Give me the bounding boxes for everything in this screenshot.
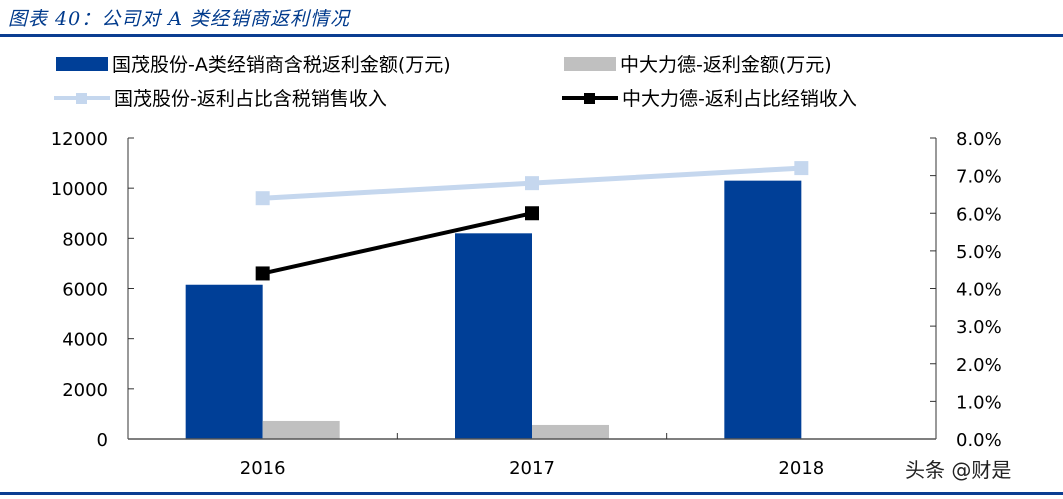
- legend-item-guomao-amount: 国茂股份-A类经销商含税返利金额(万元): [56, 50, 451, 77]
- right-tick-label: 6.0%: [956, 204, 1002, 225]
- left-tick-label: 6000: [62, 280, 108, 301]
- top-divider: [0, 34, 1063, 37]
- right-tick-label: 3.0%: [956, 317, 1002, 338]
- bottom-divider: [0, 492, 1063, 495]
- x-tick-label: 2016: [240, 458, 286, 479]
- bar-series: [185, 180, 802, 439]
- legend-swatch-black-line: [562, 91, 618, 105]
- right-tick-label: 4.0%: [956, 280, 1002, 301]
- left-tick-label: 10000: [51, 179, 108, 200]
- legend-label: 国茂股份-返利占比含税销售收入: [114, 88, 387, 110]
- line-marker: [525, 206, 539, 221]
- bar-2016: [185, 284, 263, 439]
- line-series: [255, 161, 809, 281]
- legend-item-zhongda-amount: 中大力德-返利金额(万元): [564, 50, 832, 77]
- bar-2017: [455, 233, 532, 439]
- legend-label: 中大力德-返利占比经销收入: [622, 88, 857, 110]
- right-tick-label: 1.0%: [956, 392, 1002, 413]
- figure-title: 图表 40：公司对 A 类经销商返利情况: [8, 8, 351, 30]
- left-tick-label: 2000: [62, 380, 108, 401]
- right-tick-label: 5.0%: [956, 242, 1002, 263]
- left-tick-label: 0: [97, 430, 108, 451]
- x-tick-label: 2017: [509, 458, 555, 479]
- line-marker: [525, 176, 539, 191]
- line-1: [262, 211, 533, 276]
- right-tick-label: 7.0%: [956, 167, 1002, 188]
- right-tick-label: 8.0%: [956, 129, 1002, 150]
- line-marker: [255, 266, 270, 281]
- right-y-axis: 0.0% 1.0% 2.0% 3.0% 4.0% 5.0% 6.0% 7.0% 8.0%: [930, 129, 1002, 451]
- bar-2016: [262, 420, 340, 439]
- legend-label: 中大力德-返利金额(万元): [620, 54, 832, 76]
- line-marker: [794, 161, 809, 176]
- left-y-axis: 0 2000 4000 6000 8000 10000 12000: [51, 129, 134, 451]
- legend-swatch-lightblue-line: [54, 91, 110, 105]
- line-marker: [255, 191, 270, 206]
- right-tick-label: 2.0%: [956, 355, 1002, 376]
- legend-item-zhongda-ratio: 中大力德-返利占比经销收入: [562, 84, 857, 111]
- left-tick-label: 8000: [62, 229, 108, 250]
- x-tick-label: 2018: [778, 458, 824, 479]
- x-axis: 2016 2017 2018: [128, 433, 936, 479]
- legend-label: 国茂股份-A类经销商含税返利金额(万元): [112, 54, 451, 76]
- legend-swatch-grey-bar: [564, 56, 616, 71]
- right-tick-label: 0.0%: [956, 430, 1002, 451]
- bar-2017: [532, 424, 609, 439]
- left-tick-label: 12000: [51, 129, 108, 150]
- bar-2018: [724, 180, 802, 439]
- legend-item-guomao-ratio: 国茂股份-返利占比含税销售收入: [54, 84, 387, 111]
- left-tick-label: 4000: [62, 330, 108, 351]
- watermark: 头条 @财是: [905, 458, 1012, 482]
- legend-swatch-blue-bar: [56, 56, 108, 71]
